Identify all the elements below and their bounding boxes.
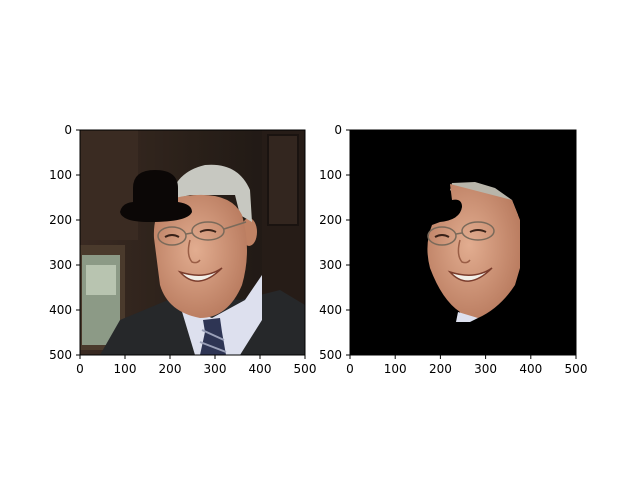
- y-tick-label: 400: [319, 303, 342, 317]
- x-tick-label: 300: [474, 362, 497, 376]
- hat: [120, 170, 192, 222]
- masked-collar: [456, 312, 478, 322]
- y-tick-label: 200: [319, 213, 342, 227]
- y-tick-label: 0: [334, 123, 342, 137]
- x-tick-label: 200: [429, 362, 452, 376]
- y-tick-label: 300: [49, 258, 72, 272]
- wood-trim: [267, 134, 299, 226]
- eye-left: [164, 234, 180, 238]
- x-tick-label: 300: [204, 362, 227, 376]
- hair: [170, 164, 252, 222]
- left-image-panel: [80, 130, 305, 355]
- x-tick-label: 200: [159, 362, 182, 376]
- smile: [177, 267, 223, 282]
- y-tick-label: 100: [319, 168, 342, 182]
- x-tick-label: 0: [346, 362, 354, 376]
- picture-light: [86, 265, 116, 295]
- y-tick-label: 200: [49, 213, 72, 227]
- right-image-panel: [350, 130, 576, 355]
- axis-ticks: 0 100 200 300 400 500 0 100 200 300 400 500 0 100 200 3…: [49, 123, 587, 376]
- y-tick-label: 300: [319, 258, 342, 272]
- right-axes-frame: [349, 129, 577, 356]
- x-tick-label: 100: [384, 362, 407, 376]
- glasses-left: [157, 226, 187, 246]
- y-tick-label: 0: [64, 123, 72, 137]
- y-tick-label: 400: [49, 303, 72, 317]
- nose: [187, 239, 201, 264]
- masked-glasses-left: [427, 226, 457, 246]
- wood-panel-left: [80, 130, 138, 240]
- glasses-bridge: [185, 232, 193, 235]
- x-tick-label: 100: [114, 362, 137, 376]
- x-tick-label: 500: [294, 362, 317, 376]
- x-tick-label: 400: [519, 362, 542, 376]
- glasses-arm: [223, 221, 247, 230]
- shirt: [180, 275, 262, 355]
- eye-right: [199, 229, 217, 233]
- masked-glasses-bridge: [455, 232, 463, 235]
- left-axes-frame: [79, 129, 306, 356]
- masked-eye-left: [434, 234, 450, 238]
- x-tick-label: 500: [565, 362, 588, 376]
- y-tick-label: 100: [49, 168, 72, 182]
- masked-face: [427, 184, 520, 320]
- face: [153, 194, 247, 318]
- tie-stripes: [199, 329, 227, 353]
- tie: [200, 318, 226, 355]
- masked-eye-right: [469, 229, 487, 233]
- x-tick-label: 0: [76, 362, 84, 376]
- masked-smile: [447, 267, 493, 282]
- y-tick-label: 500: [319, 348, 342, 362]
- x-tick-label: 400: [249, 362, 272, 376]
- glasses-right: [191, 221, 225, 241]
- masked-glasses-right: [461, 221, 495, 241]
- masked-nose: [457, 239, 471, 264]
- y-tick-label: 500: [49, 348, 72, 362]
